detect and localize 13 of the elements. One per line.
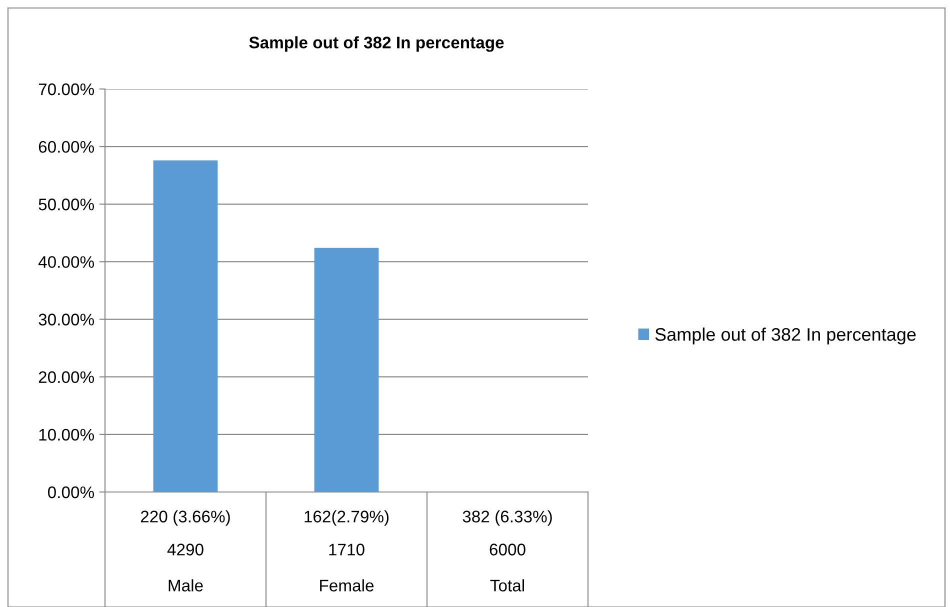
category-label: 220 (3.66%) 4290 Male [140, 510, 230, 592]
y-tick-label: 20.00% [38, 371, 94, 384]
y-tick-label: 50.00% [38, 198, 94, 210]
legend-label: Sample out of 382 In percentage [655, 328, 916, 344]
chart-title: Sample out of 382 In percentage [249, 36, 504, 52]
y-tick-label: 60.00% [38, 140, 94, 153]
category-label: 382 (6.33%) 6000 Total [462, 510, 552, 592]
y-tick-label: 40.00% [38, 256, 94, 268]
y-tick-label: 0.00% [48, 486, 94, 498]
y-tick-label: 30.00% [38, 314, 94, 326]
category-label: 162(2.79%) 1710 Female [304, 510, 389, 592]
y-tick-label: 70.00% [38, 83, 94, 96]
y-tick-label: 10.00% [39, 428, 94, 441]
